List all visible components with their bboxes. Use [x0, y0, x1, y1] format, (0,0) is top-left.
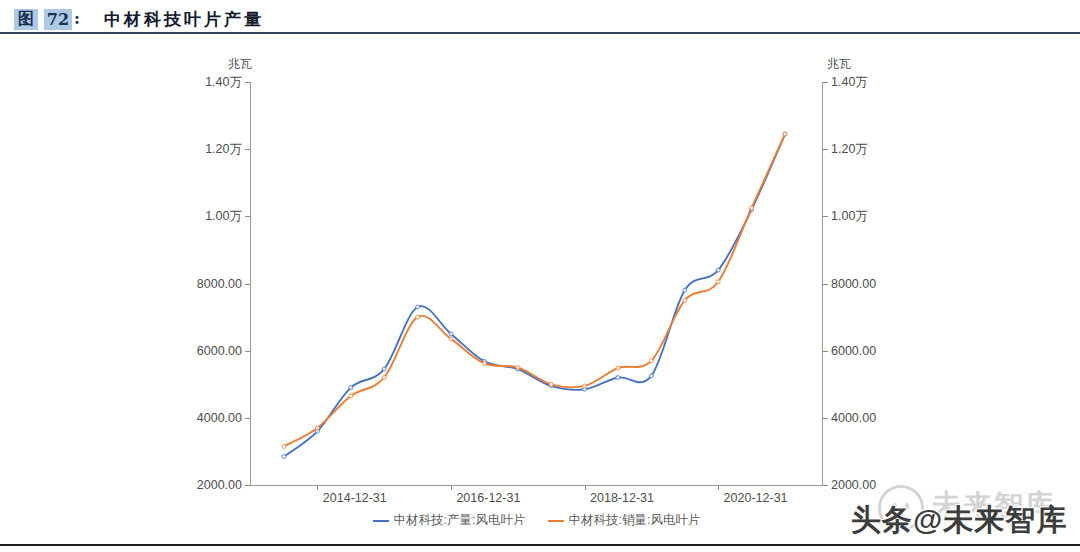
line-chart: 兆瓦 兆瓦 1.40万1.20万1.00万8000.006000.004000.…	[0, 0, 1080, 552]
data-point-marker	[716, 280, 720, 284]
data-point-marker	[482, 361, 486, 365]
data-point-marker	[549, 382, 553, 386]
legend-label: 中材科技:产量:风电叶片	[394, 512, 526, 529]
chart-legend: 中材科技:产量:风电叶片 中材科技:销量:风电叶片	[250, 512, 823, 529]
data-point-marker	[583, 384, 587, 388]
page-bottom-divider	[0, 544, 1080, 546]
data-point-marker	[616, 366, 620, 370]
series-line-production	[284, 134, 785, 456]
data-point-marker	[416, 315, 420, 319]
data-point-marker	[716, 268, 720, 272]
data-point-marker	[449, 337, 453, 341]
data-point-marker	[349, 386, 353, 390]
legend-dash-icon	[548, 520, 564, 522]
data-point-marker	[683, 298, 687, 302]
data-point-marker	[315, 426, 319, 430]
data-point-marker	[349, 394, 353, 398]
legend-item-production: 中材科技:产量:风电叶片	[373, 512, 526, 529]
data-point-marker	[616, 376, 620, 380]
data-point-marker	[683, 288, 687, 292]
data-point-marker	[416, 305, 420, 309]
data-point-marker	[649, 374, 653, 378]
legend-item-sales: 中材科技:销量:风电叶片	[548, 512, 701, 529]
watermark-dark-text: 头条@未来智库	[851, 500, 1067, 541]
data-point-marker	[449, 332, 453, 336]
data-point-marker	[783, 132, 787, 136]
legend-label: 中材科技:销量:风电叶片	[569, 512, 701, 529]
series-line-sales	[284, 134, 785, 446]
data-point-marker	[382, 376, 386, 380]
data-point-marker	[282, 444, 286, 448]
legend-dash-icon	[373, 520, 389, 522]
plot-area	[0, 0, 1080, 552]
data-point-marker	[282, 455, 286, 459]
data-point-marker	[649, 359, 653, 363]
data-point-marker	[750, 206, 754, 210]
data-point-marker	[382, 367, 386, 371]
data-point-marker	[516, 366, 520, 370]
